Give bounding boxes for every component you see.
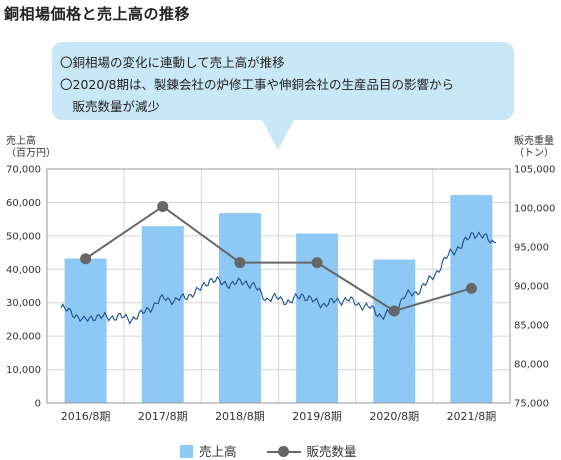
callout-line-3: 販売数量が減少 xyxy=(60,99,161,114)
left-axis-title-line1: 売上高 xyxy=(6,136,36,147)
category-label-0: 2016/8期 xyxy=(61,410,111,423)
chart-title: 銅相場価格と売上高の推移 xyxy=(4,5,191,23)
callout-line-1: 〇銅相場の変化に連動して売上高が推移 xyxy=(60,55,285,70)
left-tick-label: 40,000 xyxy=(6,265,41,276)
bar-sales-5 xyxy=(450,195,493,403)
left-tick-label: 30,000 xyxy=(6,298,41,309)
volume-point-2 xyxy=(234,257,246,269)
plot-border xyxy=(46,168,511,404)
right-tick-label: 75,000 xyxy=(514,399,549,410)
copper-price-line xyxy=(60,231,497,326)
volume-point-4 xyxy=(388,305,400,317)
right-tick-label: 80,000 xyxy=(514,360,549,371)
category-label-5: 2021/8期 xyxy=(447,410,497,423)
left-tick-label: 0 xyxy=(35,399,41,410)
legend-line-label: 販売数量 xyxy=(306,444,357,459)
right-tick-label: 95,000 xyxy=(514,243,549,254)
chart-plot: 0 10,000 20,000 30,000 40,000 50,000 60,000 70,… xyxy=(6,165,555,424)
left-tick-label: 10,000 xyxy=(6,365,41,376)
category-label-2: 2018/8期 xyxy=(215,410,265,423)
right-tick-label: 90,000 xyxy=(514,282,549,293)
category-label-3: 2019/8期 xyxy=(292,410,342,423)
right-axis-title-line1: 販売重量 xyxy=(514,136,554,147)
volume-point-0 xyxy=(80,253,92,265)
left-tick-label: 50,000 xyxy=(6,231,41,242)
volume-point-5 xyxy=(465,282,477,294)
category-label-1: 2017/8期 xyxy=(138,410,188,423)
volume-point-3 xyxy=(311,257,323,269)
right-tick-label: 85,000 xyxy=(514,321,549,332)
legend: 売上高 販売数量 xyxy=(180,441,357,460)
bar-sales-1 xyxy=(141,226,184,403)
bar-sales-0 xyxy=(64,258,107,403)
right-tick-label: 100,000 xyxy=(514,204,555,215)
legend-bar-swatch xyxy=(180,445,193,458)
callout-line-2: 〇2020/8期は、製錬会社の炉修工事や伸銅会社の生産品目の影響から xyxy=(60,77,454,92)
sales-volume-line xyxy=(85,205,472,313)
left-axis-title-line2: （百万円） xyxy=(6,148,56,159)
volume-point-1 xyxy=(157,200,169,212)
category-label-4: 2020/8期 xyxy=(369,410,419,423)
callout-tail xyxy=(262,120,294,150)
bar-sales-4 xyxy=(373,259,416,403)
right-tick-label: 105,000 xyxy=(514,165,555,176)
left-tick-label: 70,000 xyxy=(6,165,41,176)
legend-line-swatch xyxy=(266,445,301,458)
bar-sales-2 xyxy=(218,213,261,403)
left-tick-label: 60,000 xyxy=(6,198,41,209)
legend-bar-label: 売上高 xyxy=(199,444,237,459)
right-axis-title-line2: （トン） xyxy=(514,148,554,159)
left-tick-label: 20,000 xyxy=(6,332,41,343)
left-axis-title: 売上高 （百万円） xyxy=(6,136,56,160)
right-axis-title: 販売重量 （トン） xyxy=(510,136,558,160)
callout-box xyxy=(52,42,514,120)
